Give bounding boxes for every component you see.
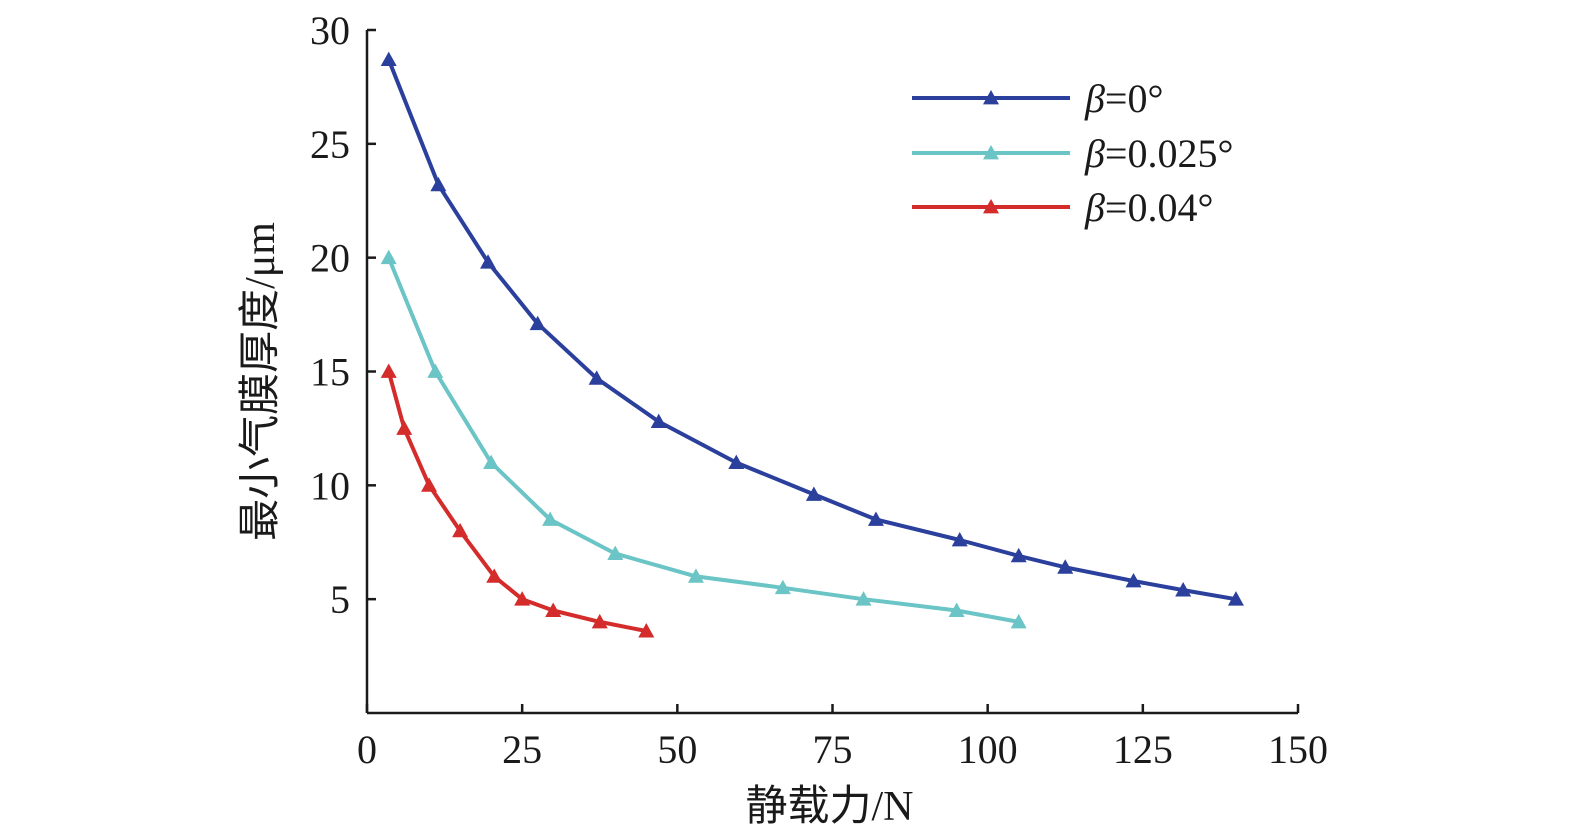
data-point: [855, 591, 872, 606]
data-point: [591, 613, 608, 629]
legend-value: =0.04°: [1105, 185, 1214, 230]
data-point: [650, 413, 667, 428]
data-point: [380, 51, 397, 66]
legend-marker: [983, 145, 999, 160]
y-tick-label: 10: [310, 463, 350, 508]
data-point: [380, 249, 397, 265]
y-tick-label: 15: [310, 350, 350, 395]
data-point: [452, 522, 469, 538]
data-point: [728, 454, 745, 469]
axes: 0 25 50 75 100 125 150 5 10 15 20 25 30 静载力/N 最小气膜厚度/μ…: [238, 8, 1328, 830]
data-point: [380, 363, 397, 378]
y-tick-label: 25: [310, 122, 350, 167]
x-tick-label: 25: [502, 727, 542, 772]
series-line: [386, 256, 1020, 624]
series-0: [380, 51, 1244, 606]
x-tick-label: 100: [958, 727, 1018, 772]
data-point: [774, 579, 791, 595]
data-point: [638, 623, 655, 638]
legend: β=0°β=0.025°β=0.04°: [912, 76, 1233, 230]
x-tick-label: 125: [1113, 727, 1173, 772]
data-point: [427, 363, 444, 378]
x-axis-title: 静载力/N: [745, 784, 913, 830]
legend-marker: [983, 90, 999, 105]
series-line: [386, 370, 647, 633]
data-point: [687, 568, 704, 583]
data-point: [542, 511, 559, 526]
x-tick-label: 75: [813, 727, 853, 772]
y-axis-title: 最小气膜厚度/μm: [238, 222, 284, 541]
series-layer: [380, 51, 1244, 638]
data-point: [483, 454, 500, 469]
data-point: [430, 176, 447, 192]
data-point: [1125, 572, 1142, 588]
data-point: [1227, 591, 1244, 606]
data-point: [951, 531, 968, 547]
data-point: [1057, 559, 1074, 574]
y-tick-label: 5: [330, 577, 350, 622]
data-point: [421, 477, 438, 492]
data-point: [480, 254, 497, 269]
data-point: [514, 591, 531, 606]
x-tick-label: 50: [657, 727, 697, 772]
y-tick-label: 20: [310, 236, 350, 281]
series-1: [380, 249, 1027, 629]
data-point: [1010, 547, 1027, 563]
data-point: [529, 315, 546, 331]
x-tick-label: 0: [357, 727, 377, 772]
data-point: [545, 602, 562, 617]
legend-marker: [983, 199, 999, 214]
legend-label: β=0.025°: [1084, 131, 1233, 176]
legend-symbol: β: [1084, 76, 1105, 121]
series-2: [380, 363, 655, 638]
legend-symbol: β: [1084, 131, 1105, 176]
data-point: [607, 545, 624, 561]
data-point: [486, 568, 503, 583]
x-tick-label: 150: [1268, 727, 1328, 772]
data-point: [1175, 582, 1192, 597]
legend-label: β=0.04°: [1084, 185, 1213, 230]
data-point: [1010, 613, 1027, 629]
data-point: [867, 511, 884, 526]
data-point: [588, 370, 605, 385]
data-point: [948, 602, 965, 617]
y-tick-label: 30: [310, 8, 350, 53]
legend-value: =0.025°: [1105, 131, 1234, 176]
legend-value: =0°: [1105, 76, 1164, 121]
legend-symbol: β: [1084, 185, 1105, 230]
data-point: [396, 420, 413, 435]
data-point: [805, 486, 822, 501]
legend-label: β=0°: [1084, 76, 1163, 121]
